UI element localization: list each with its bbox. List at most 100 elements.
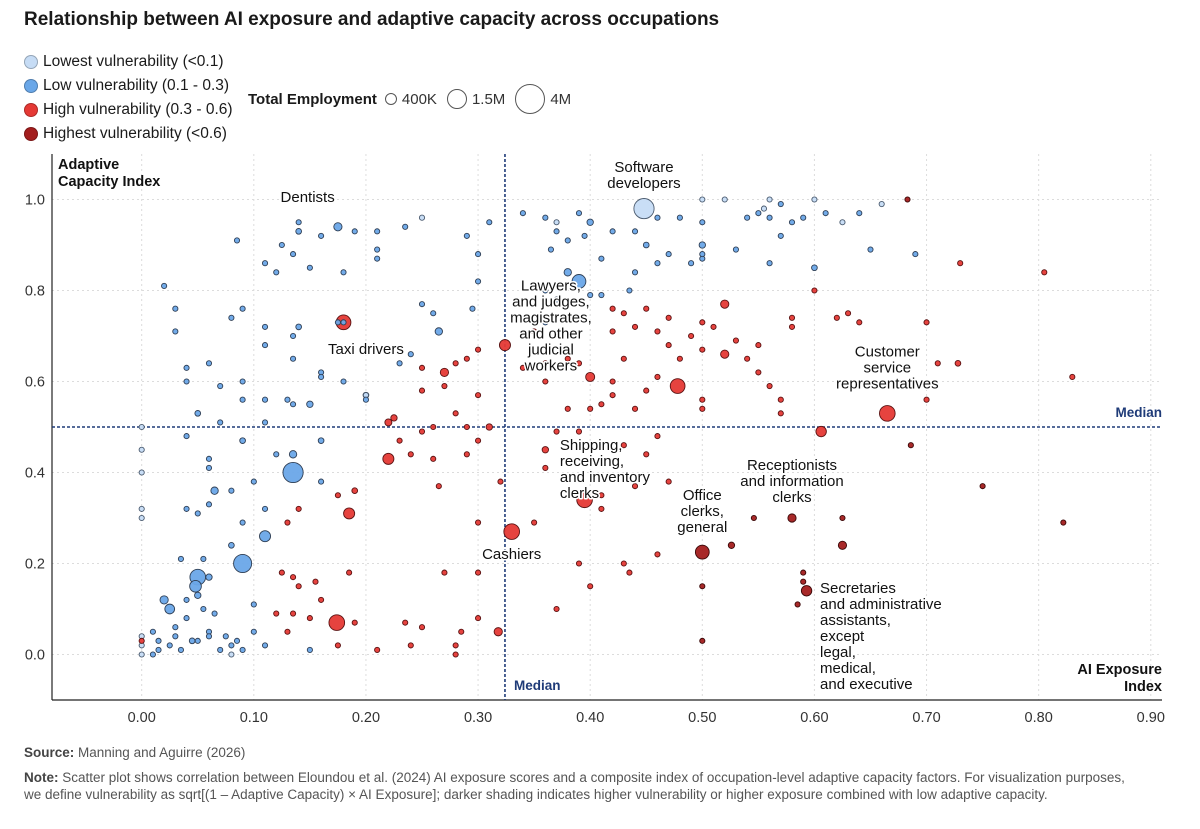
size-legend-label: 4M (550, 90, 572, 108)
data-point-high (631, 323, 639, 330)
data-point-low (194, 637, 201, 644)
data-point-high (441, 382, 448, 390)
data-point-high (755, 369, 762, 376)
data-point-low (250, 628, 257, 635)
data-point-high (351, 619, 358, 626)
data-point-high (475, 569, 482, 576)
y-tick-label: 1.0 (25, 193, 45, 209)
annotation-line: service (864, 359, 912, 376)
data-point-low (519, 332, 526, 340)
data-point-high (609, 473, 616, 481)
data-point-high (587, 583, 594, 590)
data-point-low (542, 214, 549, 221)
annotation-label: Shipping, receiving, and inventory clerks (560, 437, 651, 502)
data-point-highest (699, 637, 706, 644)
data-point-low (290, 355, 297, 362)
data-point-low (475, 278, 482, 285)
data-point-low (340, 269, 347, 276)
annotation-line: judicial (527, 342, 574, 359)
data-point-low (233, 637, 241, 644)
data-point-low (362, 396, 369, 403)
annotation-line: developers (607, 175, 680, 192)
data-point-low (295, 228, 302, 235)
vulnerability-legend: Lowest vulnerability (<0.1) Low vulnerab… (24, 50, 233, 146)
size-legend-title: Total Employment (248, 90, 377, 108)
data-point-low (282, 461, 304, 484)
data-point-low (654, 260, 661, 267)
data-point-high (452, 642, 459, 649)
data-point-high (654, 328, 661, 335)
data-point-high (407, 451, 414, 458)
data-point-low (217, 646, 224, 654)
y-tick-label: 0.0 (25, 648, 45, 664)
data-point-high (463, 451, 470, 458)
annotation-line: and executive (820, 676, 913, 693)
data-point-low (542, 319, 549, 326)
data-point-low (228, 642, 235, 649)
data-point-low (340, 378, 347, 385)
data-point-low (575, 210, 583, 217)
annotation-line: clerks, (681, 503, 724, 520)
data-point-high (879, 405, 896, 422)
employment-size-legend: Total Employment 400K 1.5M 4M (248, 84, 581, 114)
data-point-low (194, 591, 202, 599)
annotation-line: clerks (560, 485, 599, 502)
data-point-high (430, 423, 437, 431)
annotation-label: Cashiers (482, 546, 541, 563)
data-point-low (563, 268, 572, 277)
data-point-low (239, 396, 246, 403)
data-point-high (564, 405, 571, 412)
data-point-high (777, 410, 784, 417)
data-point-high (626, 569, 633, 576)
data-point-high (519, 364, 526, 371)
data-point-low (261, 505, 269, 512)
data-point-high (665, 478, 672, 485)
data-point-low (189, 579, 202, 593)
data-point-high (777, 396, 784, 403)
data-point-low (233, 237, 241, 244)
data-point-low (261, 323, 269, 330)
data-point-low (295, 219, 302, 226)
data-point-low (486, 219, 493, 226)
data-point-high (475, 519, 482, 526)
data-point-low (228, 541, 235, 549)
data-point-high (542, 360, 549, 367)
annotation-line: workers (524, 358, 578, 375)
data-point-high (665, 314, 672, 321)
data-point-high (418, 624, 426, 631)
data-point-high (643, 305, 650, 312)
data-point-high (720, 349, 730, 359)
data-point-low (744, 214, 751, 221)
data-point-high (923, 319, 930, 326)
data-point-low (183, 433, 190, 440)
annotation-label: Customer service representatives (836, 343, 939, 392)
annotation-line: and judges, (512, 294, 590, 311)
data-point-low (654, 214, 661, 221)
data-point-high (396, 437, 403, 444)
annotation-line: receiving, (560, 453, 624, 470)
x-tick-label: 0.40 (576, 710, 604, 726)
data-point-low (205, 455, 213, 462)
data-point-low (172, 624, 179, 631)
data-point-high (418, 387, 426, 394)
data-point-low (766, 214, 773, 221)
legend-swatch-lowest (24, 55, 38, 69)
data-point-high (430, 455, 437, 462)
annotation-label: Taxi drivers (328, 341, 404, 358)
data-point-low (284, 396, 291, 403)
data-point-high (845, 310, 852, 317)
data-point-high (833, 314, 840, 321)
data-point-high (676, 355, 683, 362)
data-point-highest (907, 442, 914, 449)
annotation-line: medical, (820, 660, 876, 677)
data-point-highest (800, 569, 807, 576)
data-point-high (541, 446, 549, 454)
data-point-low (211, 610, 218, 617)
data-point-high (957, 260, 964, 267)
data-point-low (318, 478, 325, 485)
x-tick-label: 0.70 (912, 710, 940, 726)
annotation-line: Taxi drivers (328, 341, 404, 358)
data-point-low (755, 210, 762, 217)
x-tick-label: 0.60 (800, 710, 828, 726)
data-point-high (575, 428, 583, 435)
